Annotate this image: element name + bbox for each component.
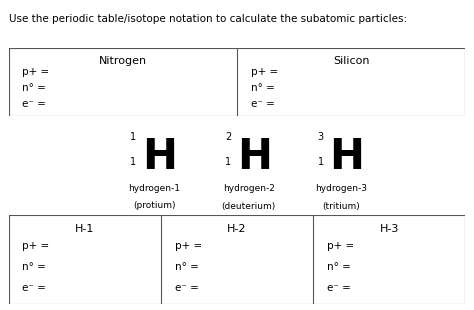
Text: H-2: H-2 bbox=[227, 224, 247, 234]
Text: H-1: H-1 bbox=[75, 224, 94, 234]
Text: Silicon: Silicon bbox=[333, 56, 370, 66]
Text: H-3: H-3 bbox=[380, 224, 399, 234]
Text: Nitrogen: Nitrogen bbox=[99, 56, 147, 66]
Text: Use the periodic table/isotope notation to calculate the subatomic particles:: Use the periodic table/isotope notation … bbox=[9, 14, 407, 24]
Text: hydrogen-1: hydrogen-1 bbox=[128, 184, 180, 193]
Text: 1: 1 bbox=[318, 157, 324, 166]
Text: H: H bbox=[329, 136, 365, 178]
Text: 1: 1 bbox=[130, 157, 137, 166]
Text: 2: 2 bbox=[225, 132, 231, 142]
Text: e⁻ =: e⁻ = bbox=[327, 283, 351, 293]
Text: p+ =: p+ = bbox=[174, 241, 202, 251]
Text: (tritium): (tritium) bbox=[322, 202, 360, 210]
Text: 3: 3 bbox=[318, 132, 324, 142]
Text: (protium): (protium) bbox=[133, 202, 175, 210]
Text: p+ =: p+ = bbox=[251, 67, 278, 77]
Text: n° =: n° = bbox=[22, 82, 46, 93]
Text: n° =: n° = bbox=[251, 82, 274, 93]
Text: 1: 1 bbox=[130, 132, 137, 142]
Text: p+ =: p+ = bbox=[22, 241, 49, 251]
Text: n° =: n° = bbox=[22, 262, 46, 272]
Text: e⁻ =: e⁻ = bbox=[251, 99, 274, 109]
Text: 1: 1 bbox=[225, 157, 231, 166]
Text: H: H bbox=[142, 136, 177, 178]
Text: p+ =: p+ = bbox=[327, 241, 354, 251]
Text: n° =: n° = bbox=[174, 262, 199, 272]
Text: H: H bbox=[237, 136, 272, 178]
Text: hydrogen-3: hydrogen-3 bbox=[315, 184, 367, 193]
Text: hydrogen-2: hydrogen-2 bbox=[223, 184, 275, 193]
Text: p+ =: p+ = bbox=[22, 67, 49, 77]
Text: e⁻ =: e⁻ = bbox=[22, 99, 46, 109]
Text: e⁻ =: e⁻ = bbox=[174, 283, 199, 293]
Text: (deuterium): (deuterium) bbox=[222, 202, 276, 210]
Text: n° =: n° = bbox=[327, 262, 351, 272]
Text: e⁻ =: e⁻ = bbox=[22, 283, 46, 293]
